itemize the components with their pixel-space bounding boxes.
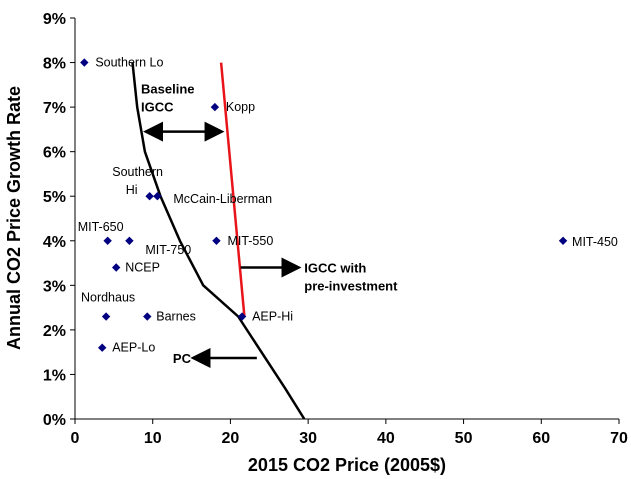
data-label: MIT-650 (78, 220, 124, 234)
y-tick-label: 3% (43, 278, 66, 295)
y-tick-label: 2% (43, 323, 66, 340)
x-tick-label: 0 (71, 430, 80, 447)
y-tick-label: 4% (43, 234, 66, 251)
y-tick-label: 1% (43, 367, 66, 384)
data-label: AEP-Lo (112, 341, 155, 355)
y-tick-label: 8% (43, 56, 66, 73)
baseline-igcc-label: Baseline (141, 82, 194, 97)
x-tick-label: 70 (610, 430, 628, 447)
x-tick-label: 40 (377, 430, 395, 447)
data-point (101, 312, 111, 321)
x-tick-label: 60 (532, 430, 550, 447)
data-label: NCEP (125, 261, 160, 275)
axes: 0 10 20 30 40 50 60 70 0% 1% 2% 3% 4% 5% 6% 7% 8% 9% (43, 11, 628, 447)
y-axis-title: Annual CO2 Price Growth Rate (4, 86, 24, 350)
data-label: Southern (112, 165, 163, 179)
data-point (125, 236, 134, 245)
data-point (98, 343, 107, 352)
baseline-igcc-label: IGCC (141, 100, 174, 115)
data-label: Nordhaus (81, 291, 135, 305)
y-tick-label: 0% (43, 412, 66, 429)
data-label: Barnes (156, 310, 196, 324)
data-point (143, 312, 152, 321)
annotations: Baseline IGCC IGCC with pre-investment PC (141, 82, 398, 368)
data-point (103, 236, 112, 245)
igcc-preinvest-label: IGCC with (304, 261, 366, 276)
pc-label: PC (173, 351, 192, 366)
curve-pc (131, 62, 306, 420)
data-point (80, 58, 89, 67)
data-point (237, 312, 247, 321)
curve-igcc (219, 62, 246, 317)
curves (131, 62, 306, 420)
data-point (145, 192, 154, 201)
data-label: MIT-550 (227, 234, 273, 248)
y-tick-label: 7% (43, 100, 66, 117)
igcc-preinvest-label: pre-investment (304, 279, 398, 294)
data-point (212, 236, 221, 245)
y-tick-label: 9% (43, 11, 66, 28)
x-tick-label: 30 (299, 430, 317, 447)
data-point (558, 236, 568, 245)
data-points: Southern Lo Kopp Southern Hi McCain-Liberman… (78, 56, 618, 355)
data-label: Kopp (226, 100, 255, 114)
data-point (111, 263, 121, 272)
y-tick-label: 6% (43, 145, 66, 162)
x-tick-label: 50 (455, 430, 473, 447)
data-label: MIT-450 (572, 235, 618, 249)
data-label: AEP-Hi (252, 310, 293, 324)
data-label: Southern Lo (95, 56, 163, 70)
data-point (210, 102, 220, 112)
x-tick-label: 10 (144, 430, 162, 447)
x-tick-label: 20 (222, 430, 240, 447)
data-label: McCain-Liberman (173, 192, 272, 206)
y-tick-label: 5% (43, 189, 66, 206)
data-point (153, 192, 162, 201)
data-label: MIT-750 (145, 243, 191, 257)
data-label: Hi (126, 183, 138, 197)
x-axis-title: 2015 CO2 Price (2005$) (248, 455, 446, 475)
